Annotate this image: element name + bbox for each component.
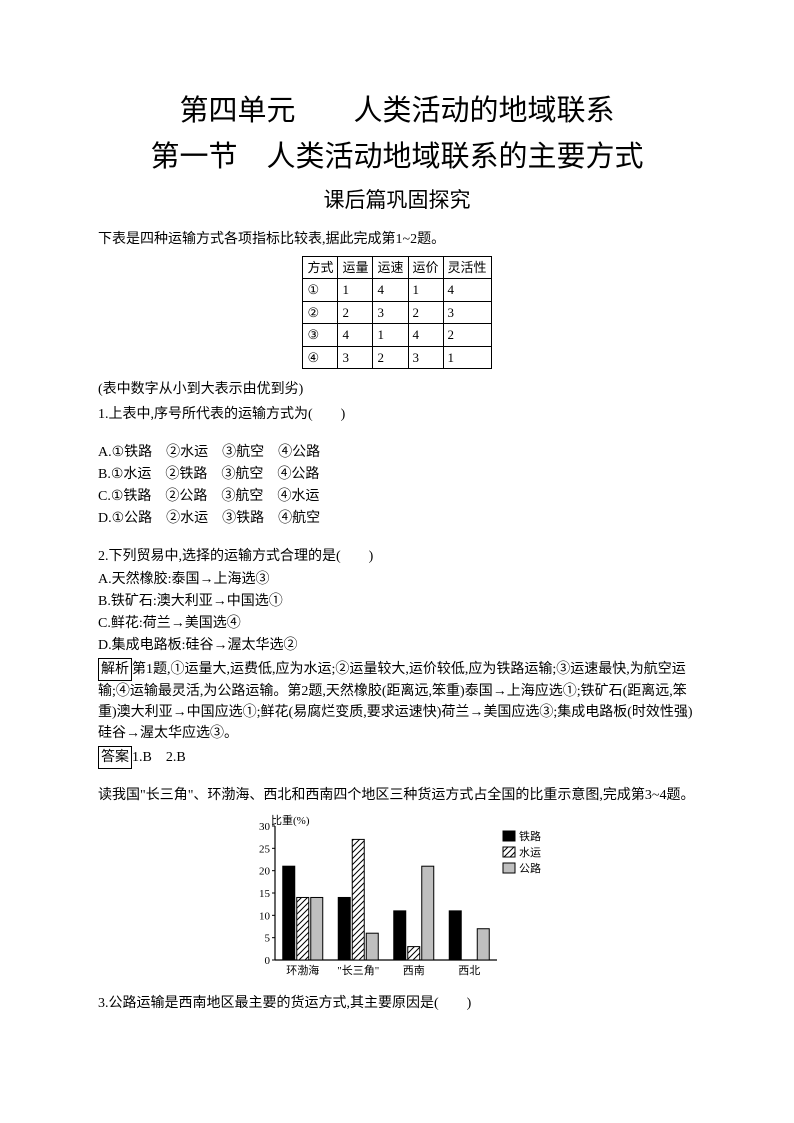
q2-opt-d: D.集成电路板:硅谷→渥太华选② — [98, 635, 696, 656]
q1-opt-d: D.①公路 ②水运 ③铁路 ④航空 — [98, 508, 696, 529]
bar-chart: 比重(%) 0 5 10 15 20 25 30 环渤海 "长三角" 西南 西北 铁路水运公路 — [237, 812, 557, 982]
section-title: 第一节 人类活动地域联系的主要方式 — [98, 136, 696, 180]
svg-text:15: 15 — [259, 888, 271, 900]
transport-table: 方式运量运速运价灵活性 ①1414 ②2323 ③4142 ④3231 — [302, 256, 491, 370]
table-note: (表中数字从小到大表示由优到劣) — [98, 379, 696, 400]
q1-opt-c: C.①铁路 ②公路 ③航空 ④水运 — [98, 486, 696, 507]
svg-text:20: 20 — [259, 866, 271, 878]
analysis-label: 解析 — [98, 658, 132, 681]
svg-text:"长三角": "长三角" — [337, 964, 379, 977]
subtitle: 课后篇巩固探究 — [98, 185, 696, 217]
svg-text:水运: 水运 — [519, 846, 541, 859]
q3-stem: 3.公路运输是西南地区最主要的货运方式,其主要原因是( ) — [98, 993, 696, 1014]
q1-opt-a: A.①铁路 ②水运 ③航空 ④公路 — [98, 442, 696, 463]
q2-opt-a: A.天然橡胶:泰国→上海选③ — [98, 569, 696, 590]
q1-opt-b: B.①水运 ②铁路 ③航空 ④公路 — [98, 464, 696, 485]
q2-opt-b: B.铁矿石:澳大利亚→中国选① — [98, 591, 696, 612]
intro-1: 下表是四种运输方式各项指标比较表,据此完成第1~2题。 — [98, 229, 696, 250]
svg-text:0: 0 — [265, 955, 271, 967]
intro-2: 读我国"长三角"、环渤海、西北和西南四个地区三种货运方式占全国的比重示意图,完成… — [98, 785, 696, 806]
analysis-text: 第1题,①运量大,运费低,应为水运;②运量较大,运价较低,应为铁路运输;③运速最… — [98, 662, 693, 741]
answer: 答案1.B 2.B — [98, 746, 696, 769]
svg-text:环渤海: 环渤海 — [286, 963, 319, 977]
table-header: 方式运量运速运价灵活性 — [303, 256, 491, 279]
svg-text:25: 25 — [259, 843, 271, 855]
svg-text:西北: 西北 — [458, 964, 480, 977]
answer-label: 答案 — [98, 746, 132, 769]
answer-text: 1.B 2.B — [132, 750, 186, 765]
table-row: ④3231 — [303, 346, 491, 369]
q2-opt-c: C.鲜花:荷兰→美国选④ — [98, 613, 696, 634]
svg-text:5: 5 — [265, 933, 271, 945]
unit-title: 第四单元 人类活动的地域联系 — [98, 90, 696, 134]
svg-text:公路: 公路 — [519, 862, 541, 875]
table-row: ②2323 — [303, 301, 491, 324]
svg-text:30: 30 — [259, 821, 271, 833]
analysis: 解析第1题,①运量大,运费低,应为水运;②运量较大,运价较低,应为铁路运输;③运… — [98, 658, 696, 744]
q1-stem: 1.上表中,序号所代表的运输方式为( ) — [98, 404, 696, 425]
svg-text:西南: 西南 — [403, 964, 425, 977]
table-row: ③4142 — [303, 324, 491, 347]
svg-text:铁路: 铁路 — [519, 830, 541, 843]
svg-text:比重(%): 比重(%) — [271, 813, 310, 827]
q2-stem: 2.下列贸易中,选择的运输方式合理的是( ) — [98, 546, 696, 567]
table-row: ①1414 — [303, 279, 491, 302]
svg-text:10: 10 — [259, 910, 271, 922]
bar-chart-wrap: 比重(%) 0 5 10 15 20 25 30 环渤海 "长三角" 西南 西北 铁路水运公路 — [98, 812, 696, 989]
